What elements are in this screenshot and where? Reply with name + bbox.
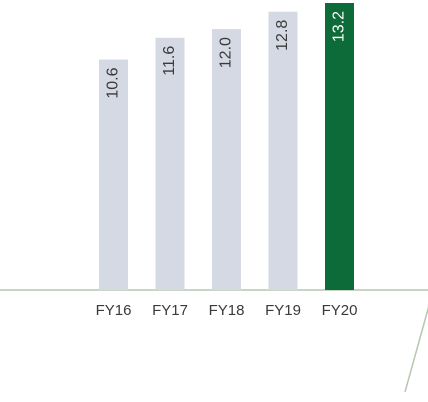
value-label: 10.6	[105, 67, 122, 98]
value-label: 13.2	[331, 11, 348, 42]
x-tick-label: FY19	[265, 302, 301, 319]
x-tick-label: FY18	[209, 302, 245, 319]
bar	[325, 3, 354, 290]
bar	[212, 29, 241, 290]
value-label: 11.6	[161, 46, 178, 76]
decorative-line	[404, 306, 428, 393]
value-label: 12.0	[218, 37, 235, 68]
bar	[99, 59, 128, 290]
x-tick-label: FY16	[96, 302, 132, 319]
x-tick-label: FY20	[322, 302, 358, 319]
bar	[155, 37, 185, 291]
value-label: 12.8	[274, 20, 291, 51]
bar	[268, 11, 298, 291]
x-tick-label: FY17	[152, 302, 188, 319]
